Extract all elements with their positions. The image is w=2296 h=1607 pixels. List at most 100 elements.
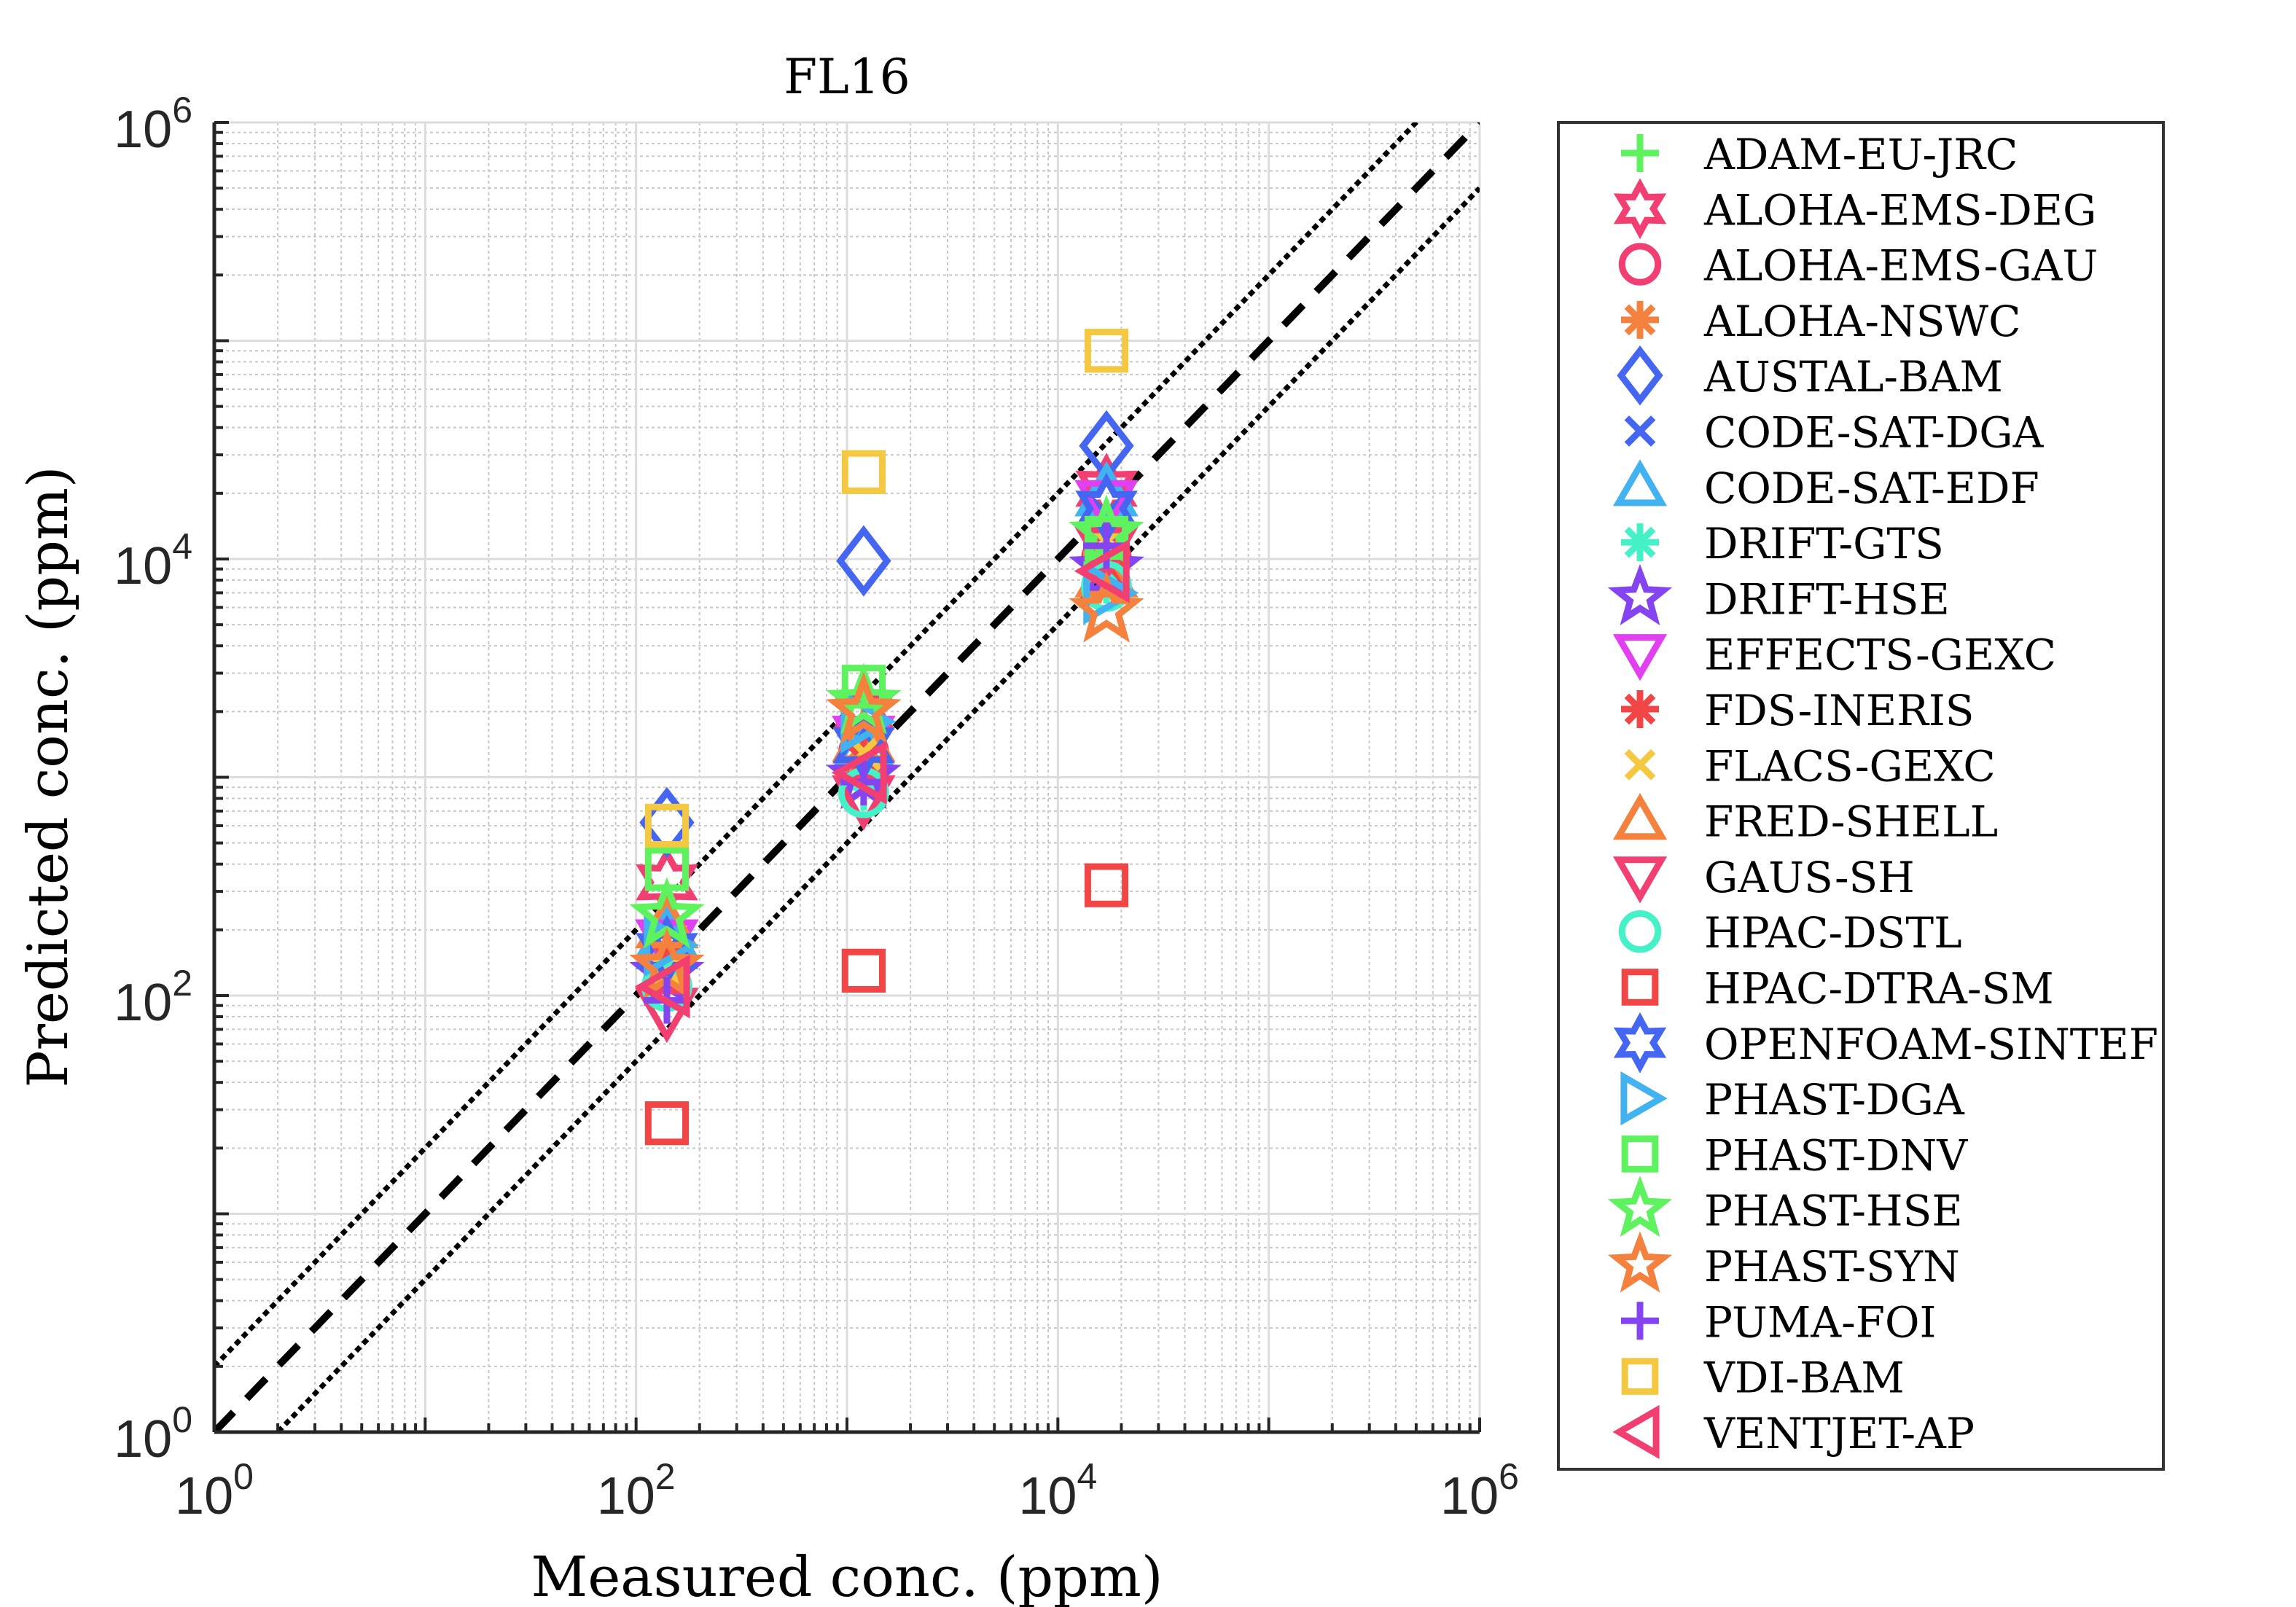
x-tick-label: 102 (597, 1456, 676, 1525)
y-tick-label: 104 (114, 526, 192, 595)
legend-marker-icon (1607, 1231, 1673, 1293)
legend-marker-icon (1613, 178, 1667, 240)
legend-item: FRED-SHELL (1612, 793, 1998, 847)
legend-label: AUSTAL-BAM (1703, 352, 2003, 402)
legend-item: GAUS-SH (1612, 853, 1915, 904)
legend-marker-icon (1621, 1302, 1659, 1340)
series-ventjet-ap (634, 539, 1130, 1019)
legend-item: ADAM-EU-JRC (1621, 130, 2018, 179)
legend-marker-icon (1612, 634, 1668, 681)
data-points (629, 329, 1144, 1146)
legend-marker-icon (1613, 1012, 1667, 1074)
legend-label: ALOHA-EMS-DEG (1703, 185, 2096, 235)
series-vdi-bam (644, 329, 1129, 848)
legend-item: ALOHA-NSWC (1621, 297, 2021, 346)
legend-marker-icon (1618, 910, 1662, 953)
x-axis-label: Measured conc. (ppm) (531, 1544, 1163, 1607)
legend-label: FLACS-GEXC (1704, 741, 1996, 791)
tick-labels: 100 102 104 106 100 102 104 106 (114, 90, 1519, 1525)
x-tick-label: 106 (1440, 1456, 1519, 1525)
data-point (1074, 539, 1130, 603)
legend-label: ADAM-EU-JRC (1703, 130, 2018, 179)
legend-item: HPAC-DSTL (1618, 908, 1962, 958)
data-point (826, 671, 902, 744)
legend-label: PHAST-DGA (1704, 1075, 1965, 1125)
legend-item: OPENFOAM-SINTEF (1613, 1012, 2158, 1074)
legend-marker-icon (1618, 243, 1662, 286)
legend-label: ALOHA-NSWC (1703, 297, 2021, 346)
legend-item: DRIFT-GTS (1621, 519, 1944, 568)
y-tick-label: 106 (114, 90, 192, 159)
legend-item: PHAST-DGA (1620, 1071, 1965, 1126)
data-point (836, 525, 891, 597)
legend-marker-icon (1612, 459, 1668, 507)
legend-item: HPAC-DTRA-SM (1621, 964, 2054, 1014)
x-tick-label: 104 (1018, 1456, 1097, 1525)
legend-item: CODE-SAT-DGA (1624, 408, 2045, 458)
data-point (1084, 863, 1129, 907)
legend-marker-icon (1612, 793, 1668, 840)
legend-item: PUMA-FOI (1621, 1297, 1936, 1347)
legend-item: PHAST-SYN (1607, 1231, 1960, 1293)
reference-line-factor-2-lower (274, 186, 1480, 1432)
data-point (841, 450, 886, 494)
y-tick-label: 100 (114, 1399, 192, 1469)
legend-item: FLACS-GEXC (1624, 741, 1996, 791)
legend-item: EFFECTS-GEXC (1612, 630, 2056, 681)
legend-label: VDI-BAM (1703, 1353, 1905, 1403)
legend-item: AUSTAL-BAM (1617, 345, 2003, 406)
chart-title: FL16 (784, 49, 910, 105)
legend-item: ALOHA-EMS-GAU (1618, 241, 2098, 291)
legend-item: FDS-INERIS (1621, 686, 1975, 735)
legend-marker-icon (1620, 1071, 1668, 1126)
legend-marker-icon (1621, 690, 1659, 728)
legend-label: FDS-INERIS (1704, 686, 1975, 735)
legend-marker-icon (1621, 969, 1659, 1006)
legend-marker-icon (1621, 134, 1659, 172)
legend-label: DRIFT-GTS (1704, 519, 1944, 568)
y-tick-label: 102 (114, 963, 192, 1032)
legend-item: PHAST-DNV (1621, 1130, 1968, 1180)
legend-label: PUMA-FOI (1704, 1297, 1936, 1347)
legend-label: EFFECTS-GEXC (1704, 630, 2056, 680)
legend-label: VENTJET-AP (1703, 1409, 1975, 1458)
data-point (1084, 329, 1129, 373)
series-hpac-dtra-sm (644, 863, 1129, 1146)
legend-label: PHAST-SYN (1704, 1242, 1960, 1291)
legend-marker-icon (1621, 300, 1659, 339)
legend-marker-icon (1624, 748, 1656, 781)
data-point (831, 740, 887, 805)
legend-marker-icon (1624, 415, 1656, 447)
legend-label: ALOHA-EMS-GAU (1703, 241, 2098, 291)
data-point (841, 948, 886, 993)
legend-label: HPAC-DTRA-SM (1704, 964, 2054, 1014)
legend-label: PHAST-HSE (1704, 1186, 1963, 1236)
legend-marker-icon (1607, 1176, 1673, 1237)
legend-item: CODE-SAT-EDF (1612, 459, 2039, 513)
legend-marker-icon (1612, 856, 1668, 904)
legend-label: OPENFOAM-SINTEF (1704, 1020, 2158, 1069)
data-point (644, 803, 690, 848)
data-point (634, 954, 690, 1019)
y-axis-label: Predicted conc. (ppm) (15, 466, 80, 1087)
legend: ADAM-EU-JRC ALOHA-EMS-DEG ALOHA-EMS-GAU ALO… (1557, 121, 2165, 1471)
legend-label: DRIFT-HSE (1704, 574, 1950, 624)
legend-marker-icon (1621, 1358, 1659, 1395)
legend-box (1557, 121, 2165, 1471)
data-point (826, 662, 902, 735)
legend-label: GAUS-SH (1704, 853, 1915, 902)
legend-label: CODE-SAT-EDF (1704, 464, 2039, 513)
legend-label: CODE-SAT-DGA (1704, 408, 2045, 458)
legend-label: PHAST-DNV (1704, 1130, 1968, 1180)
legend-label: HPAC-DSTL (1704, 908, 1962, 958)
legend-marker-icon (1612, 1404, 1660, 1459)
legend-item: DRIFT-HSE (1607, 563, 1950, 625)
legend-item: VENTJET-AP (1612, 1404, 1975, 1459)
legend-marker-icon (1607, 563, 1673, 625)
legend-item: ALOHA-EMS-DEG (1613, 178, 2096, 240)
x-tick-label: 100 (175, 1456, 254, 1525)
legend-marker-icon (1617, 345, 1663, 406)
legend-marker-icon (1621, 1135, 1659, 1173)
legend-item: PHAST-HSE (1607, 1176, 1963, 1237)
